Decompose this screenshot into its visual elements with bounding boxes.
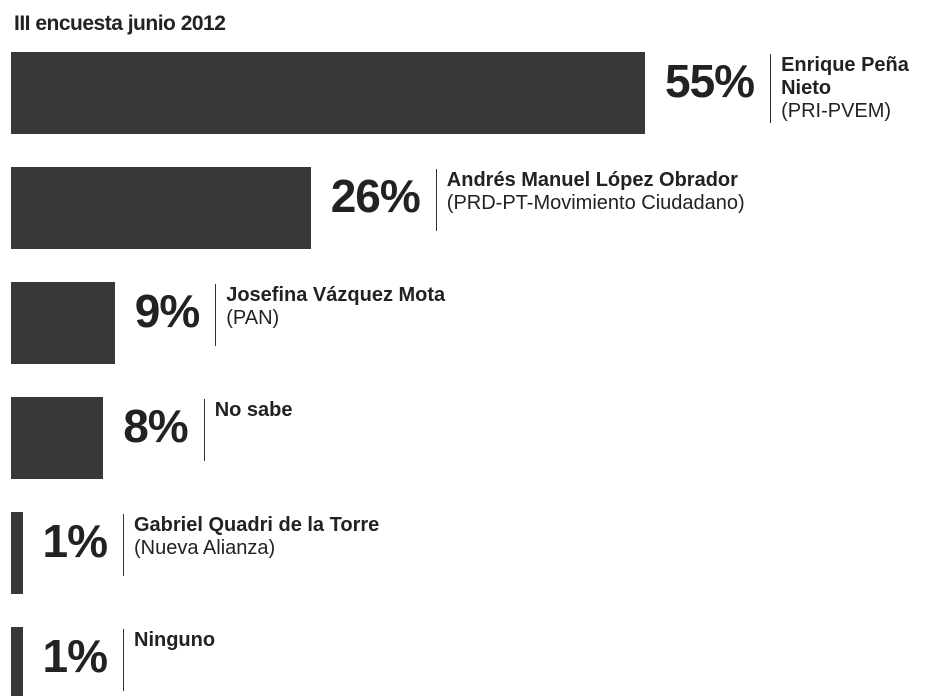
party-label: (Nueva Alianza) [134,537,276,559]
bar-label: 8% No sabe [123,399,293,461]
category-info: Andrés Manuel López Obrador (PRD-PT-Movim… [435,169,745,231]
value-label: 9% [134,285,200,337]
bar [11,52,645,134]
bar [11,512,23,594]
bar-label: 9% Josefina Vázquez Mota (PAN) [135,284,445,346]
value-label: 8% [123,400,188,452]
category-label: No sabe [214,399,293,421]
category-info: Enrique Peña Nieto (PRI-PVEM) [770,54,945,123]
category-label: Andrés Manuel López Obrador [446,169,738,191]
bar [11,397,104,479]
bar-label: 1% Ninguno [42,629,215,691]
category-info: Gabriel Quadri de la Torre (Nueva Alianza… [123,514,379,576]
chart-title: III encuesta junio 2012 [14,12,226,35]
category-info: No sabe [203,399,293,461]
category-info: Josefina Vázquez Mota (PAN) [215,284,445,346]
party-label: (PRD-PT-Movimiento Ciudadano) [446,192,745,214]
category-label: Josefina Vázquez Mota [226,284,446,306]
category-label: Gabriel Quadri de la Torre [134,514,380,536]
bar [11,167,311,249]
bar-label: 26% Andrés Manuel López Obrador (PRD-PT-Mo… [331,169,745,231]
party-label: (PRI-PVEM) [781,100,892,122]
category-info: Ninguno [123,629,215,691]
category-label: Enrique Peña Nieto [781,54,909,99]
value-label: 26% [330,170,421,222]
value-label: 1% [42,630,108,682]
value-label: 1% [42,515,108,567]
bar [11,282,115,364]
category-label: Ninguno [134,629,216,651]
bar-label: 1% Gabriel Quadri de la Torre (Nueva Alian… [42,514,379,576]
value-label: 55% [665,55,755,107]
party-label: (PAN) [226,307,280,329]
bar [11,627,23,696]
bar-label: 55% Enrique Peña Nieto (PRI-PVEM) [665,54,945,123]
